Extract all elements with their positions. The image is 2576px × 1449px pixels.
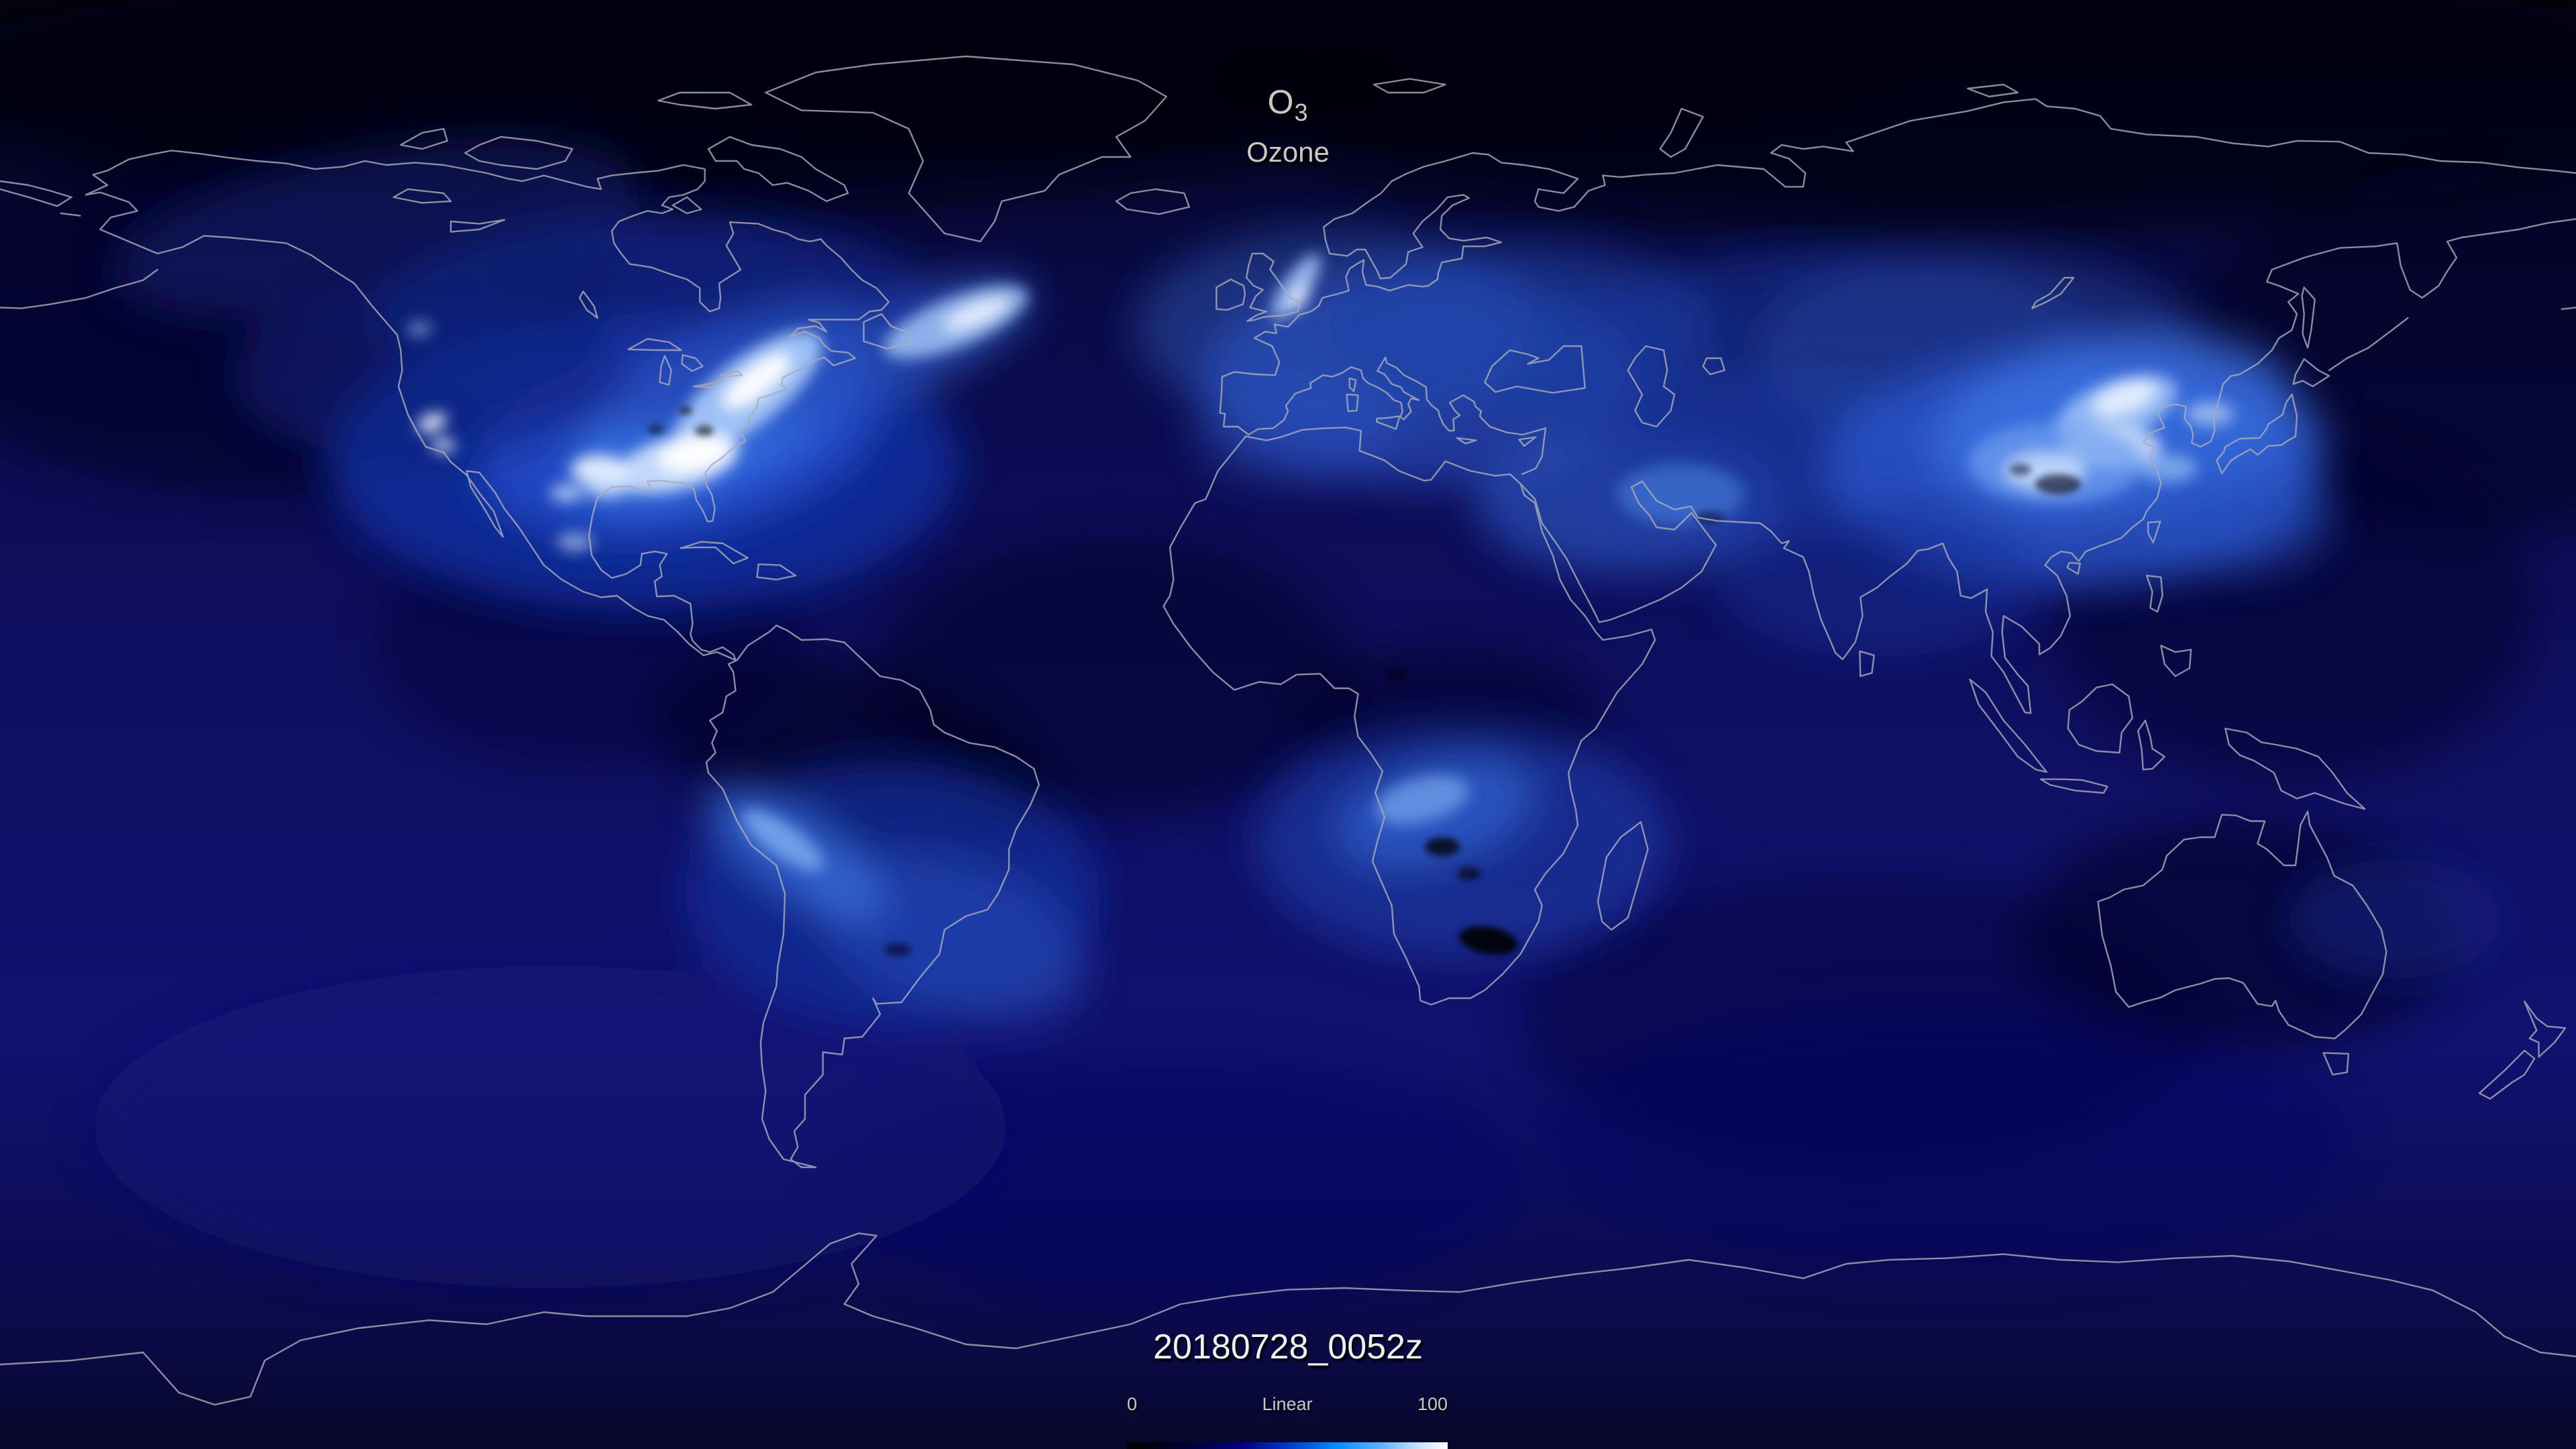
coastline-path — [1348, 377, 1357, 392]
coastline-path — [1519, 218, 2576, 714]
coastline-path — [705, 625, 1040, 1169]
coastline-path — [1163, 427, 1656, 1006]
coastline-path — [1967, 83, 2019, 98]
coastline-path — [2216, 393, 2298, 474]
formula-base: O — [1267, 83, 1295, 121]
formula-subscript: 3 — [1294, 99, 1309, 126]
coastline-path — [1376, 415, 1401, 430]
colorbar-gradient — [1127, 1442, 1448, 1449]
coastline-path — [2561, 307, 2576, 310]
coastline-path — [659, 355, 672, 386]
coastline-path — [0, 180, 72, 207]
coastline-path — [1702, 357, 1725, 376]
map-title: O3 Ozone — [0, 85, 2576, 168]
coastline-path — [1248, 356, 1547, 475]
coastline-path — [1484, 345, 1586, 394]
coastline-path — [0, 1232, 2576, 1406]
coastline-path — [2328, 317, 2409, 372]
coastline-path — [756, 564, 797, 581]
coastline-path — [1115, 188, 1190, 215]
colorbar: 0 Linear 100 — [1127, 1395, 1448, 1449]
species-formula: O3 — [0, 85, 2576, 125]
coastline-path — [627, 338, 682, 352]
coastline-path — [2301, 286, 2316, 349]
coastline-path — [765, 55, 1167, 243]
coastline-path — [1219, 98, 2576, 436]
coastline-path — [2066, 561, 2081, 575]
coastline-path — [719, 370, 743, 378]
dark-patches-layer — [0, 0, 2576, 1161]
coastline-path — [2524, 1000, 2567, 1058]
coastline-path — [657, 91, 753, 110]
coastline-path — [400, 127, 448, 150]
dark-specks-layer — [648, 407, 2081, 957]
ozone-plumes-layer — [94, 136, 2502, 1308]
species-name: Ozone — [1246, 136, 1330, 168]
colorbar-labels: 0 Linear 100 — [1127, 1395, 1448, 1413]
coastline-path — [2097, 810, 2387, 1040]
coastline-path — [0, 268, 158, 309]
coastline-path — [1373, 78, 1446, 94]
coastline-path — [1346, 393, 1359, 413]
coastline-path — [578, 290, 598, 319]
colorbar-scale-label: Linear — [1262, 1394, 1313, 1414]
coastline-path — [1216, 278, 1246, 311]
coastline-path — [449, 219, 506, 233]
coastline-path — [2147, 521, 2161, 543]
coastline-path — [681, 354, 704, 372]
coastline-path — [1659, 107, 1704, 158]
coastline-path — [2478, 1049, 2536, 1100]
coastline-path — [1245, 252, 1301, 322]
coastline-path — [464, 136, 574, 170]
coastline-path — [2224, 727, 2366, 810]
coastline-path — [672, 196, 702, 215]
coastline-path — [2322, 1052, 2349, 1076]
coastline-path — [680, 541, 749, 565]
coastlines-layer — [0, 55, 2576, 1406]
coastline-path — [2145, 574, 2163, 613]
coastline-path — [2039, 778, 2108, 794]
coastline-path — [1627, 345, 1676, 428]
coastline-path — [1597, 821, 1649, 931]
coastline-path — [2067, 683, 2133, 754]
coastline-path — [2031, 276, 2075, 309]
coastline-path — [707, 136, 849, 203]
coastline-path — [2137, 719, 2165, 771]
coastline-path — [1518, 436, 1537, 447]
coastline-path — [1859, 650, 1875, 678]
coastline-path — [392, 188, 452, 204]
coastline-path — [863, 313, 912, 350]
coastline-path — [1456, 437, 1477, 445]
colorbar-max-label: 100 — [1417, 1394, 1448, 1414]
coastline-path — [85, 150, 890, 661]
coastline-path — [692, 379, 724, 388]
coastline-path — [60, 212, 81, 217]
coastline-path — [2292, 358, 2330, 388]
coastline-path — [1969, 678, 2047, 773]
colorbar-min-label: 0 — [1127, 1394, 1138, 1414]
timestamp-label: 20180728_0052z — [1153, 1328, 1423, 1366]
coastline-path — [2160, 645, 2192, 678]
